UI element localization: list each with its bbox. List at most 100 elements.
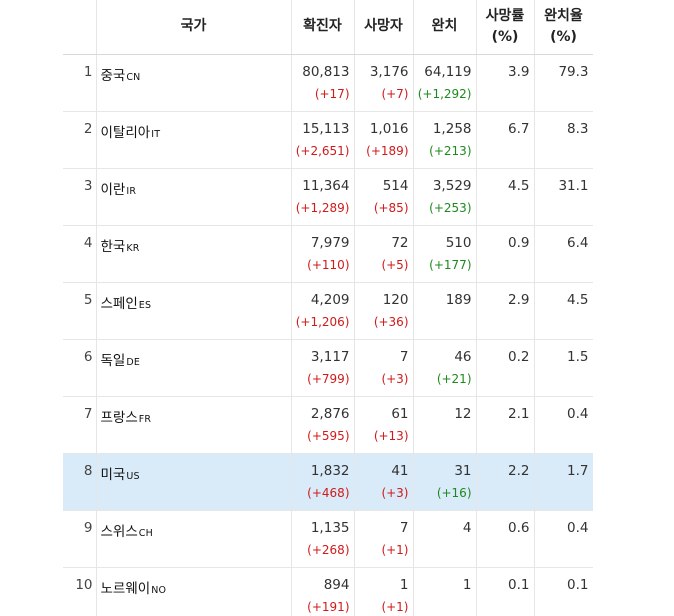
recovery-rate-cell: 0.4 bbox=[534, 510, 593, 568]
table-row[interactable]: 2 이탈리아IT 15,113 (+2,651) 1,016 (+189) 1,25… bbox=[63, 111, 593, 169]
deaths-delta: (+85) bbox=[373, 200, 409, 215]
country-name: 프랑스 bbox=[100, 409, 138, 426]
country-name: 노르웨이 bbox=[100, 580, 151, 597]
table-body: 1 중국CN 80,813 (+17) 3,176 (+7) 64,119 (+1,2… bbox=[63, 54, 593, 616]
deaths-value: 514 bbox=[382, 177, 409, 194]
cases-value: 11,364 bbox=[302, 177, 350, 194]
deaths-cell: 3,176 (+7) bbox=[354, 54, 414, 112]
cases-cell: 15,113 (+2,651) bbox=[291, 111, 355, 169]
deaths-cell: 1,016 (+189) bbox=[354, 111, 414, 169]
country-cell: 독일DE bbox=[96, 339, 292, 397]
deaths-delta: (+189) bbox=[366, 143, 409, 158]
rank-cell: 10 bbox=[63, 567, 97, 616]
cases-value: 2,876 bbox=[310, 405, 350, 422]
deaths-cell: 61 (+13) bbox=[354, 396, 414, 454]
deaths-cell: 120 (+36) bbox=[354, 282, 414, 340]
country-cell: 한국KR bbox=[96, 225, 292, 283]
table-header-row: 국가 확진자 사망자 완치 사망률 (%) 완치율 (%) bbox=[63, 0, 593, 55]
header-cases[interactable]: 확진자 bbox=[291, 0, 355, 55]
table-row[interactable]: 9 스위스CH 1,135 (+268) 7 (+1) 4 0.6 0.4 bbox=[63, 510, 593, 568]
table-row[interactable]: 10 노르웨이NO 894 (+191) 1 (+1) 1 0.1 0.1 bbox=[63, 567, 593, 616]
recovered-value: 12 bbox=[454, 405, 472, 422]
header-deaths[interactable]: 사망자 bbox=[354, 0, 414, 55]
recovered-cell: 12 bbox=[413, 396, 477, 454]
recovered-value: 1,258 bbox=[432, 120, 472, 137]
deaths-cell: 41 (+3) bbox=[354, 453, 414, 511]
table-row[interactable]: 7 프랑스FR 2,876 (+595) 61 (+13) 12 2.1 0.4 bbox=[63, 396, 593, 454]
cases-cell: 2,876 (+595) bbox=[291, 396, 355, 454]
country-code: NO bbox=[151, 584, 167, 596]
country-code: DE bbox=[126, 356, 141, 368]
recovered-delta: (+1,292) bbox=[417, 86, 472, 101]
deaths-cell: 514 (+85) bbox=[354, 168, 414, 226]
recovered-delta: (+21) bbox=[436, 371, 472, 386]
cases-delta: (+17) bbox=[314, 86, 350, 101]
cases-value: 1,832 bbox=[310, 462, 350, 479]
death-rate-cell: 6.7 bbox=[476, 111, 535, 169]
country-name: 이탈리아 bbox=[100, 124, 151, 141]
country-cell: 이탈리아IT bbox=[96, 111, 292, 169]
header-recovery-rate[interactable]: 완치율 (%) bbox=[534, 0, 593, 55]
cases-value: 4,209 bbox=[310, 291, 350, 308]
recovery-rate-cell: 8.3 bbox=[534, 111, 593, 169]
country-cell: 이란IR bbox=[96, 168, 292, 226]
recovered-value: 31 bbox=[454, 462, 472, 479]
recovery-rate-cell: 6.4 bbox=[534, 225, 593, 283]
recovered-delta: (+16) bbox=[436, 485, 472, 500]
header-rank bbox=[63, 0, 97, 55]
rank-cell: 1 bbox=[63, 54, 97, 112]
country-name: 한국 bbox=[100, 238, 126, 255]
recovered-value: 64,119 bbox=[424, 63, 472, 80]
cases-value: 894 bbox=[323, 576, 350, 593]
death-rate-cell: 0.9 bbox=[476, 225, 535, 283]
deaths-value: 72 bbox=[391, 234, 409, 251]
deaths-cell: 7 (+1) bbox=[354, 510, 414, 568]
recovery-rate-cell: 31.1 bbox=[534, 168, 593, 226]
cases-cell: 4,209 (+1,206) bbox=[291, 282, 355, 340]
cases-delta: (+268) bbox=[307, 542, 350, 557]
cases-cell: 11,364 (+1,289) bbox=[291, 168, 355, 226]
recovery-rate-cell: 79.3 bbox=[534, 54, 593, 112]
deaths-value: 7 bbox=[399, 519, 409, 536]
header-recovered[interactable]: 완치 bbox=[413, 0, 477, 55]
recovered-cell: 3,529 (+253) bbox=[413, 168, 477, 226]
country-name: 미국 bbox=[100, 466, 126, 483]
recovered-cell: 189 bbox=[413, 282, 477, 340]
table-row[interactable]: 4 한국KR 7,979 (+110) 72 (+5) 510 (+177) 0.9 … bbox=[63, 225, 593, 283]
country-code: IT bbox=[151, 128, 161, 140]
cases-cell: 3,117 (+799) bbox=[291, 339, 355, 397]
cases-delta: (+110) bbox=[307, 257, 350, 272]
table-row[interactable]: 5 스페인ES 4,209 (+1,206) 120 (+36) 189 2.9 4… bbox=[63, 282, 593, 340]
deaths-delta: (+1) bbox=[381, 599, 409, 614]
death-rate-cell: 0.2 bbox=[476, 339, 535, 397]
table-row[interactable]: 1 중국CN 80,813 (+17) 3,176 (+7) 64,119 (+1,2… bbox=[63, 54, 593, 112]
country-name: 독일 bbox=[100, 352, 126, 369]
table-row[interactable]: 6 독일DE 3,117 (+799) 7 (+3) 46 (+21) 0.2 1.5 bbox=[63, 339, 593, 397]
cases-delta: (+1,289) bbox=[295, 200, 350, 215]
recovered-value: 3,529 bbox=[432, 177, 472, 194]
death-rate-cell: 0.1 bbox=[476, 567, 535, 616]
rank-cell: 3 bbox=[63, 168, 97, 226]
header-death-rate[interactable]: 사망률 (%) bbox=[476, 0, 535, 55]
rank-cell: 6 bbox=[63, 339, 97, 397]
cases-value: 1,135 bbox=[310, 519, 350, 536]
header-country[interactable]: 국가 bbox=[96, 0, 292, 55]
cases-value: 80,813 bbox=[302, 63, 350, 80]
country-code: ES bbox=[138, 299, 152, 311]
deaths-cell: 72 (+5) bbox=[354, 225, 414, 283]
cases-cell: 80,813 (+17) bbox=[291, 54, 355, 112]
deaths-value: 61 bbox=[391, 405, 409, 422]
recovered-cell: 31 (+16) bbox=[413, 453, 477, 511]
rank-cell: 9 bbox=[63, 510, 97, 568]
recovered-cell: 1 bbox=[413, 567, 477, 616]
table-row[interactable]: 8 미국US 1,832 (+468) 41 (+3) 31 (+16) 2.2 1.… bbox=[63, 453, 593, 511]
cases-delta: (+1,206) bbox=[295, 314, 350, 329]
deaths-value: 3,176 bbox=[369, 63, 409, 80]
header-recovery-rate-unit: (%) bbox=[550, 28, 577, 45]
country-cell: 프랑스FR bbox=[96, 396, 292, 454]
recovered-delta: (+253) bbox=[429, 200, 472, 215]
recovered-value: 510 bbox=[445, 234, 472, 251]
recovery-rate-cell: 0.4 bbox=[534, 396, 593, 454]
table-row[interactable]: 3 이란IR 11,364 (+1,289) 514 (+85) 3,529 (+25… bbox=[63, 168, 593, 226]
country-code: CN bbox=[126, 71, 141, 83]
